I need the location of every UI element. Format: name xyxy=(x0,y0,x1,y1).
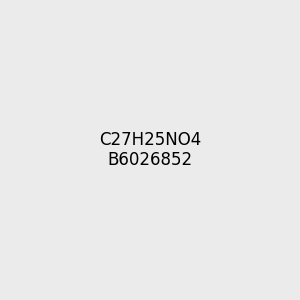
Text: C27H25NO4
B6026852: C27H25NO4 B6026852 xyxy=(99,130,201,170)
